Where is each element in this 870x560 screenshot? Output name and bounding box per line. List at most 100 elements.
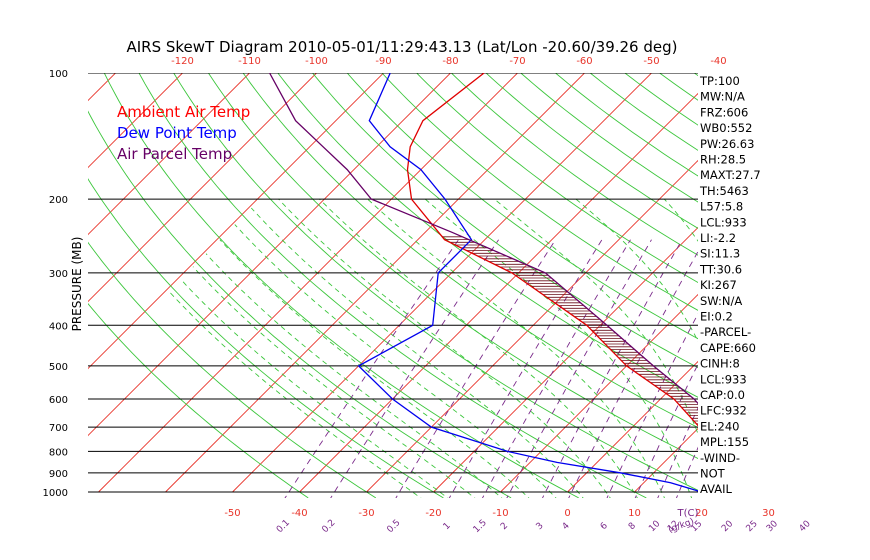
mixing-ratio-line (506, 239, 652, 498)
index-value: AVAIL (700, 482, 733, 496)
index-value: EI:0.2 (700, 310, 733, 324)
dry-adiabat-line (312, 73, 698, 369)
index-value: -WIND- (700, 451, 740, 465)
dry-adiabat-line (451, 73, 698, 256)
mixing-ratio-tick-label: 1.5 (472, 518, 489, 535)
pressure-tick-label: 1000 (43, 488, 68, 499)
mixing-ratio-line (775, 240, 870, 501)
mixing-ratio-line (730, 240, 843, 501)
isotherm-line (0, 73, 49, 492)
isotherm-line (88, 73, 183, 169)
index-value: CAP:0.0 (700, 388, 745, 402)
mixing-ratio-line (675, 446, 698, 498)
dry-adiabat-line (242, 73, 698, 429)
moist-adiabat-line (494, 198, 698, 435)
index-value: TT:30.6 (699, 262, 742, 276)
mixing-ratio-tick-label: 25 (745, 519, 760, 534)
mixing-ratio-tick-label: 10 (647, 519, 662, 534)
bottom-temp-tick-label: 10 (628, 508, 641, 519)
pressure-tick-label: 500 (49, 362, 68, 373)
moist-adiabat-line (234, 224, 557, 498)
index-value: -PARCEL- (700, 325, 751, 339)
moist-adiabat-line (180, 278, 449, 498)
pressure-tick-label: 700 (49, 423, 68, 434)
mixing-ratio-tick-label: 8 (627, 521, 638, 532)
isotherm-line (232, 73, 652, 493)
mixing-ratio-line (330, 239, 499, 498)
isotherm-line (165, 73, 585, 493)
moist-adiabat-line (192, 266, 476, 498)
mixing-ratio-line (481, 239, 631, 498)
dry-adiabat-line (485, 73, 698, 229)
index-value: SW:N/A (700, 294, 742, 308)
isotherm-line (433, 226, 698, 493)
mixing-ratio-line (606, 312, 698, 498)
isotherm-line (88, 73, 384, 370)
top-temp-tick-label: -120 (171, 56, 194, 67)
dry-adiabat-line (416, 73, 698, 284)
index-value: TP:100 (699, 74, 740, 88)
mixing-ratio-line (448, 239, 603, 498)
index-value: KI:267 (700, 278, 737, 292)
bottom-temp-tick-label: -50 (224, 508, 240, 519)
mixing-ratio-tick-label: 40 (798, 519, 813, 534)
mixing-ratio-tick-label: 20 (720, 519, 735, 534)
moist-adiabat-line (367, 198, 665, 498)
mixing-ratio-tick-label: 1 (442, 521, 453, 532)
isotherm-line (836, 73, 870, 492)
pressure-tick-label: 100 (49, 69, 68, 80)
mixing-ratio-line (395, 239, 556, 498)
top-temp-tick-label: -80 (442, 56, 458, 67)
moist-adiabat-line (219, 239, 530, 498)
index-value: MPL:155 (700, 435, 749, 449)
mixing-ratio-tick-label: 2 (499, 521, 510, 532)
isotherm-line (88, 73, 250, 236)
index-value: LCL:933 (700, 215, 747, 229)
isotherm-line (500, 293, 698, 493)
isotherm-line (88, 73, 451, 437)
index-value: WB0:552 (700, 121, 752, 135)
bottom-temp-tick-label: -40 (291, 508, 307, 519)
bottom-temp-tick-label: 30 (762, 508, 775, 519)
index-value: EL:240 (700, 419, 740, 433)
dry-adiabat-line (659, 73, 698, 101)
top-temp-tick-label: -40 (710, 56, 726, 67)
pressure-tick-label: 200 (49, 195, 68, 206)
moist-adiabat-line (278, 198, 611, 498)
y-axis-label: PRESSURE (MB) (70, 237, 84, 332)
series-line-air-parcel-temp (269, 73, 698, 405)
isotherm-line (769, 73, 870, 492)
moist-adiabat-line (167, 289, 422, 498)
mixing-ratio-line (657, 406, 698, 498)
moist-adiabat-line (250, 207, 584, 498)
mixing-ratio-line (634, 363, 698, 498)
index-value: TH:5463 (699, 184, 749, 198)
moist-adiabat-line (205, 253, 503, 498)
mixing-ratio-line (284, 239, 459, 498)
mixing-ratio-tick-label: 0.1 (275, 518, 292, 535)
mixing-ratio-line (568, 250, 698, 498)
moist-adiabat-line (575, 198, 698, 343)
pressure-tick-label: 600 (49, 395, 68, 406)
index-value: LI:-2.2 (700, 231, 736, 245)
dry-adiabat-line (277, 73, 698, 398)
index-value: MAXT:27.7 (700, 168, 761, 182)
bottom-temp-tick-label: -30 (358, 508, 374, 519)
temp-unit-label: T(C) (677, 508, 699, 519)
dry-adiabat-line (381, 73, 698, 311)
index-value: CINH:8 (700, 357, 740, 371)
index-value: PW:26.63 (700, 137, 754, 151)
chart-title: AIRS SkewT Diagram 2010-05-01/11:29:43.1… (126, 38, 677, 56)
dry-adiabat-line (798, 73, 870, 498)
moist-adiabat-line (812, 199, 827, 501)
mixing-ratio-tick-label: 0.2 (320, 518, 337, 535)
dry-adiabat-line (764, 73, 870, 498)
index-value: FRZ:606 (700, 105, 748, 119)
pressure-tick-label: 400 (49, 321, 68, 332)
series-line-dew-point-temp (357, 73, 698, 492)
index-value: SI:11.3 (700, 247, 740, 261)
isotherm-line (88, 73, 317, 303)
pressure-tick-label: 900 (49, 469, 68, 480)
bottom-temp-tick-label: 20 (695, 508, 708, 519)
dry-adiabat-line (173, 73, 698, 491)
